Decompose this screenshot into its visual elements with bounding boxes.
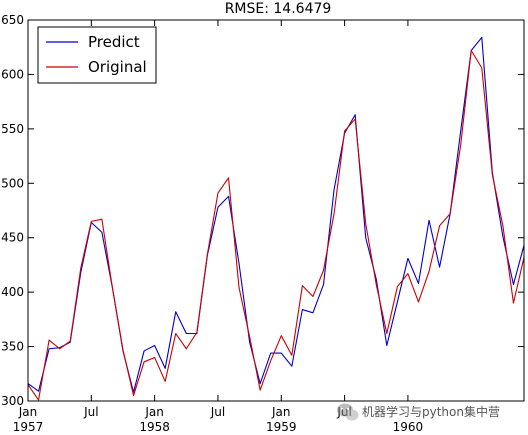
legend-label-predict: Predict (88, 33, 140, 51)
x-tick-year-0: 1957 (13, 420, 44, 434)
watermark-text: 机器学习与python集中营 (362, 404, 500, 419)
plot-frame (27, 19, 525, 402)
wechat-icon (337, 403, 359, 421)
x-tick-label-3: Jul (210, 405, 225, 419)
series-line-original (27, 49, 525, 401)
y-tick-label-4: 500 (1, 176, 24, 190)
x-tick-label-2: Jan (144, 405, 164, 419)
y-axis: 300 350 400 450 500 550 600 650 (1, 13, 524, 408)
x-axis: Jan1957JulJan1958JulJan1959Jul1960 (13, 20, 423, 434)
chart-title: RMSE: 14.6479 (225, 1, 332, 17)
y-tick-label-7: 650 (1, 13, 24, 27)
y-tick-label-5: 550 (1, 122, 24, 136)
x-tick-label-4: Jan (271, 405, 291, 419)
watermark: 机器学习与python集中营 (337, 403, 500, 421)
y-tick-label-2: 400 (1, 285, 24, 299)
legend-box (37, 26, 157, 84)
y-tick-label-6: 600 (1, 67, 24, 81)
legend-label-original: Original (88, 58, 147, 76)
y-tick-label-0: 300 (1, 394, 24, 408)
x-tick-year-2: 1958 (139, 420, 170, 434)
x-tick-year-4: 1959 (266, 420, 297, 434)
x-tick-label-1: Jul (83, 405, 98, 419)
legend: Predict Original (37, 26, 157, 84)
x-tick-year-6: 1960 (393, 420, 424, 434)
y-tick-label-3: 450 (1, 231, 24, 245)
y-tick-label-1: 350 (1, 340, 24, 354)
plot-area (27, 36, 525, 401)
x-tick-label-0: Jan (18, 405, 38, 419)
